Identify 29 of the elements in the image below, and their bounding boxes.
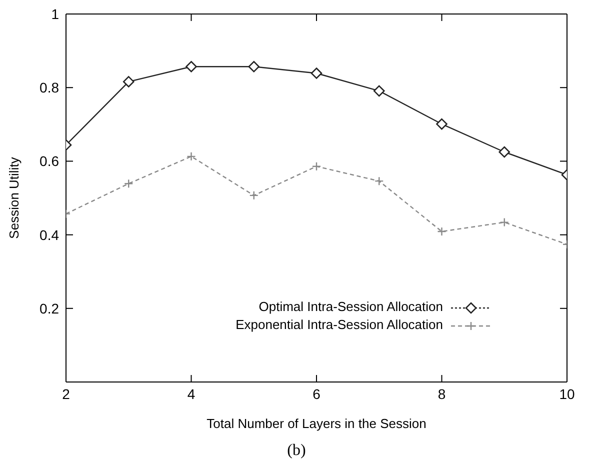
point [310,68,322,79]
point [249,190,258,200]
point [124,179,134,188]
y-axis-title: Session Utility [6,156,22,239]
legend-label: Exponential Intra-Session Allocation [236,317,443,332]
point [500,218,509,227]
point [373,85,385,97]
y-tick-label: 0.8 [40,80,60,96]
x-tick-label: 2 [62,386,70,402]
point [248,60,260,72]
y-tick-label: 0.2 [40,300,60,316]
x-tick-label: 6 [312,386,321,402]
point [437,226,446,236]
point [436,118,448,130]
x-tick-label: 4 [187,386,196,402]
point [374,176,384,186]
y-tick-label: 1 [51,6,60,22]
point [498,146,510,158]
point [122,76,134,88]
point [186,60,197,72]
text: (b) [286,442,307,460]
y-tick-label: 0.6 [40,153,60,170]
x-axis-title: Total Number of Layers in the Session [206,416,426,431]
legend-label: Optimal Intra-Session Allocation [258,299,443,314]
x-tick-label: 10 [559,386,575,402]
point [186,152,196,162]
point [312,162,322,171]
x-tick-label: 8 [438,386,446,402]
y-tick-label: 0.4 [40,226,60,243]
